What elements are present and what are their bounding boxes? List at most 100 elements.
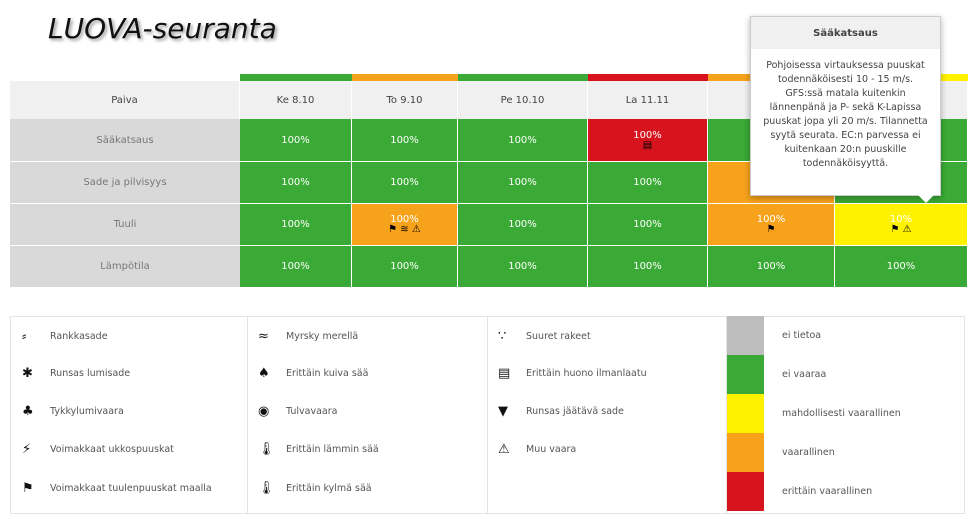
legend-icon: ⚑: [22, 480, 34, 496]
legend-divider: [487, 316, 488, 514]
row-label: Sade ja pilvisyys: [10, 162, 240, 204]
cell-value: 100%: [508, 134, 537, 146]
legend-label: ei tietoa: [782, 330, 822, 341]
status-strip: [352, 74, 458, 81]
legend-label: Runsas jäätävä sade: [526, 405, 624, 417]
page-title: LUOVA-seuranta: [48, 12, 277, 45]
status-strip: [240, 74, 352, 81]
legend-icon: 🌡: [258, 480, 275, 496]
status-cell: 100%: [458, 246, 588, 288]
status-cell: 100%: [458, 204, 588, 246]
cell-value: 100%: [390, 134, 419, 146]
legend-icon: ⸗: [22, 329, 27, 344]
legend-label: mahdollisesti vaarallinen: [782, 408, 901, 419]
legend-label: Erittäin kylmä sää: [286, 482, 372, 494]
legend-label: Rankkasade: [50, 330, 108, 342]
status-cell: 100%: [835, 246, 968, 288]
status-strip: [588, 74, 708, 81]
cell-value: 100%: [390, 261, 419, 272]
cell-value: 100%: [886, 261, 916, 272]
legend-icon: ♠: [258, 365, 270, 381]
cell-value: 100%: [633, 177, 662, 188]
legend-swatch: [726, 316, 764, 355]
legend-label: ei vaaraa: [782, 369, 827, 380]
cell-value: 100%: [508, 177, 537, 188]
legend-label: vaarallinen: [782, 447, 835, 458]
legend-icon: 🌡: [258, 441, 275, 457]
cell-value: 100%: [633, 129, 662, 141]
status-cell: 100%: [240, 119, 352, 162]
legend-label: Myrsky merellä: [286, 330, 359, 342]
cell-value: 100%: [508, 219, 537, 230]
header-cell: La 11.11: [588, 81, 708, 119]
status-cell: 100%: [352, 246, 458, 288]
tooltip-arrow: [918, 195, 934, 203]
warning-icons: ▤: [642, 139, 653, 151]
legend-divider: [726, 316, 727, 514]
status-cell: 100%: [458, 162, 588, 204]
legend-label: erittäin vaarallinen: [782, 486, 873, 497]
legend-label: Suuret rakeet: [526, 330, 591, 342]
legend-icon: ▤: [498, 365, 511, 381]
legend-swatch: [726, 394, 764, 433]
status-cell: 100%: [240, 162, 352, 204]
status-cell: 100% ▤: [588, 119, 708, 162]
legend-label: Erittäin lämmin sää: [286, 443, 379, 455]
legend-label: Erittäin kuiva sää: [286, 367, 369, 379]
header-cell: Ke 8.10: [240, 81, 352, 119]
cell-value: 100%: [281, 177, 310, 188]
cell-value: 100%: [281, 134, 310, 146]
legend-divider: [247, 316, 248, 514]
header-cell: To 9.10: [352, 81, 458, 119]
legend-icon: ▼: [498, 403, 508, 419]
tooltip-title: Sääkatsaus: [751, 17, 940, 49]
status-cell: 100%: [458, 119, 588, 162]
legend-swatch: [726, 355, 764, 394]
legend-icon: ∵: [498, 328, 507, 344]
warning-icons: ⚑: [766, 224, 776, 235]
status-cell: 100%: [588, 162, 708, 204]
status-cell: 100% ⚑ ≋ ⚠: [352, 204, 458, 246]
legend-icon: ✱: [22, 365, 33, 381]
status-cell: 100%: [708, 246, 835, 288]
legend-label: Voimakkaat ukkospuuskat: [50, 443, 174, 455]
status-cell: 100%: [588, 246, 708, 288]
legend-label: Erittäin huono ilmanlaatu: [526, 367, 647, 379]
tooltip: Sääkatsaus Pohjoisessa virtauksessa puusk…: [750, 16, 941, 196]
legend-label: Muu vaara: [526, 443, 577, 455]
header-cell: Paiva: [10, 81, 240, 119]
header-cell: Pe 10.10: [458, 81, 588, 119]
cell-value: 100%: [281, 219, 310, 230]
cell-value: 10%: [889, 214, 913, 225]
legend-label: Runsas lumisade: [50, 367, 131, 379]
warning-icons: ⚑ ⚠: [890, 224, 912, 235]
legend-icon: ♣: [22, 403, 34, 419]
cell-value: 100%: [633, 261, 662, 272]
status-cell: 10% ⚑ ⚠: [835, 204, 968, 246]
cell-value: 100%: [756, 214, 786, 225]
legend-swatch: [726, 472, 764, 511]
row-label: Sääkatsaus: [10, 119, 240, 162]
legend-label: Tulvavaara: [286, 405, 338, 417]
cell-value: 100%: [756, 261, 786, 272]
row-label: Tuuli: [10, 204, 240, 246]
legend-icon: ◉: [258, 403, 270, 419]
legend-swatch: [726, 433, 764, 472]
status-cell: 100%: [240, 204, 352, 246]
cell-value: 100%: [390, 214, 419, 225]
legend-label: Voimakkaat tuulenpuuskat maalla: [50, 482, 212, 494]
row-label: Lämpötila: [10, 246, 240, 288]
status-cell: 100%: [588, 204, 708, 246]
warning-icons: ⚑ ≋ ⚠: [388, 224, 421, 235]
status-cell: 100%: [352, 162, 458, 204]
tooltip-text: Pohjoisessa virtauksessa puuskat todennä…: [763, 60, 928, 169]
cell-value: 100%: [508, 261, 537, 272]
legend-icon: ⚡: [22, 441, 32, 457]
status-strip: [458, 74, 588, 81]
legend-icon: ≈: [258, 328, 269, 344]
cell-value: 100%: [281, 261, 310, 272]
legend-label: Tykkylumivaara: [50, 405, 124, 417]
status-cell: 100%: [352, 119, 458, 162]
cell-value: 100%: [633, 219, 662, 230]
